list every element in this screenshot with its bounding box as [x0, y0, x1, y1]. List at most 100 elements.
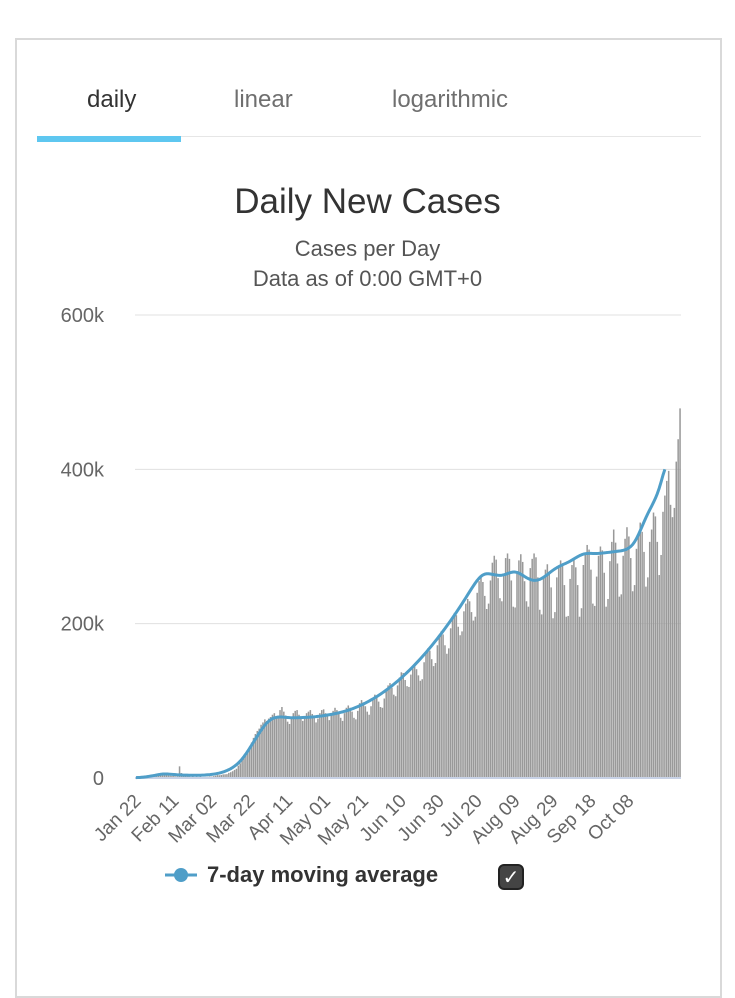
bar	[645, 587, 647, 778]
bar	[641, 532, 643, 778]
bar	[306, 713, 308, 778]
bar	[535, 557, 537, 778]
bar	[655, 516, 657, 778]
bar	[556, 577, 558, 778]
bar	[545, 570, 547, 778]
bar	[639, 523, 641, 778]
bar	[482, 582, 484, 778]
bar	[484, 596, 486, 778]
bar	[541, 614, 543, 778]
bar	[503, 574, 505, 778]
bar	[566, 617, 568, 778]
bar	[653, 513, 655, 778]
bar	[232, 771, 234, 778]
bar	[679, 408, 681, 778]
bar	[310, 710, 312, 778]
bar	[287, 722, 289, 778]
bar	[408, 687, 410, 778]
bar	[560, 560, 562, 778]
bar	[537, 577, 539, 778]
bar	[321, 710, 323, 778]
bar	[511, 580, 513, 778]
bar	[619, 597, 621, 778]
bar	[378, 702, 380, 778]
bar	[366, 712, 368, 778]
bar	[668, 471, 670, 778]
bar	[516, 571, 518, 778]
bar	[611, 542, 613, 778]
bar	[607, 599, 609, 778]
bar	[596, 577, 598, 778]
bar	[385, 692, 387, 778]
bar	[632, 591, 634, 778]
check-icon[interactable]: ✓	[498, 864, 524, 890]
bar	[552, 618, 554, 778]
bar	[313, 716, 315, 778]
bar	[567, 616, 569, 778]
bar	[442, 634, 444, 778]
bar	[457, 627, 459, 778]
bar	[564, 585, 566, 778]
bar	[329, 720, 331, 778]
bar	[647, 577, 649, 778]
bar	[380, 707, 382, 778]
bar	[666, 481, 668, 778]
bar	[312, 714, 314, 778]
legend-item-moving-average[interactable]: 7-day moving average	[165, 860, 438, 890]
bar	[351, 712, 353, 778]
bar	[406, 686, 408, 778]
bar	[533, 553, 535, 778]
bar	[569, 579, 571, 778]
bar	[594, 606, 596, 778]
bar	[298, 715, 300, 778]
bar	[368, 715, 370, 778]
bar	[495, 560, 497, 778]
bar	[420, 681, 422, 778]
legend-label: 7-day moving average	[207, 862, 438, 888]
bar	[452, 618, 454, 778]
bar	[414, 665, 416, 778]
bar	[473, 621, 475, 778]
bar	[334, 708, 336, 778]
y-tick-label: 600k	[61, 305, 105, 327]
bar	[370, 706, 372, 778]
bar	[317, 719, 319, 778]
bar	[651, 530, 653, 778]
bar	[365, 706, 367, 778]
bar	[239, 763, 241, 778]
bar	[340, 718, 342, 778]
bar	[600, 547, 602, 779]
bar	[577, 585, 579, 778]
bar	[459, 635, 461, 778]
bar	[609, 561, 611, 778]
bar	[524, 581, 526, 778]
bar	[592, 604, 594, 778]
bar	[454, 613, 456, 778]
bar	[448, 648, 450, 778]
bar	[353, 718, 355, 778]
bar	[586, 545, 588, 778]
bar	[387, 685, 389, 778]
bar	[615, 543, 617, 778]
bar	[283, 712, 285, 778]
bar	[636, 549, 638, 778]
bar	[236, 769, 238, 778]
bar	[359, 703, 361, 778]
bar	[543, 577, 545, 778]
bar	[499, 598, 501, 778]
bar	[346, 708, 348, 778]
bar	[450, 628, 452, 778]
bar	[526, 601, 528, 778]
bar	[433, 666, 435, 778]
bar	[530, 568, 532, 778]
bar	[670, 505, 672, 778]
bar	[562, 566, 564, 778]
bar	[463, 611, 465, 778]
bar	[522, 562, 524, 778]
bar	[285, 715, 287, 778]
bar	[624, 539, 626, 778]
bar	[617, 563, 619, 778]
bar	[296, 710, 298, 778]
bar	[418, 675, 420, 778]
bar	[575, 567, 577, 778]
